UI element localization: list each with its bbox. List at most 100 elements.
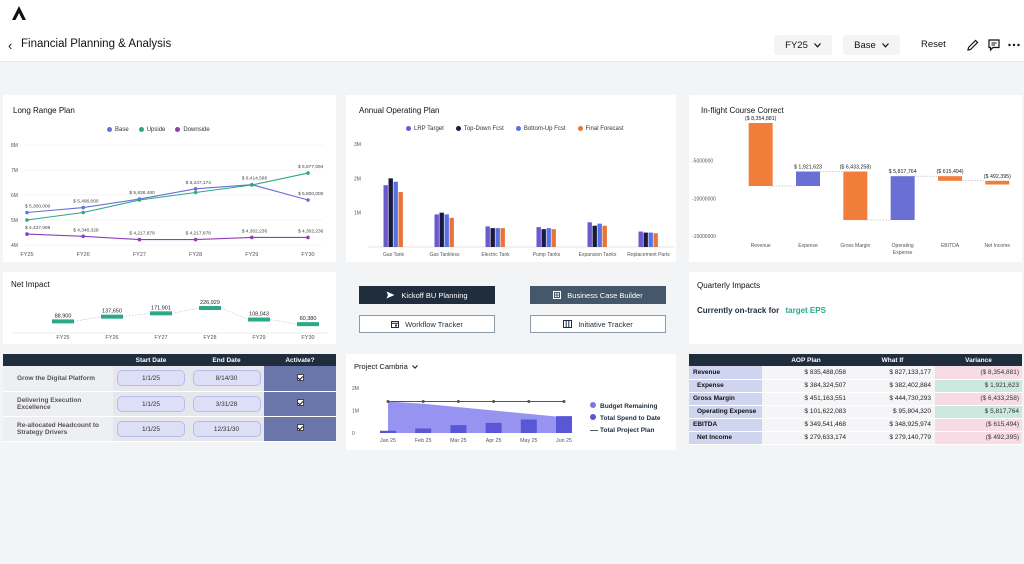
start-date-input[interactable]: 1/1/25 bbox=[117, 370, 185, 387]
table-header-row: AOP Plan What If Variance bbox=[689, 354, 1022, 366]
project-dropdown[interactable]: Project Cambria bbox=[354, 362, 418, 371]
start-date-input[interactable]: 1/1/25 bbox=[117, 420, 185, 437]
x-tick-label: FY30 bbox=[301, 252, 314, 258]
row-label: Net Income bbox=[689, 431, 762, 445]
quarterly-impacts-panel: Quarterly Impacts Currently on-track for… bbox=[689, 272, 1022, 344]
activate-cell bbox=[264, 366, 336, 392]
data-label: $ 6,877,094 bbox=[298, 164, 324, 170]
business-case-builder-button[interactable]: Business Case Builder bbox=[530, 286, 666, 304]
data-point bbox=[81, 205, 85, 210]
end-date-input[interactable]: 8/14/30 bbox=[192, 370, 261, 387]
x-tick-label: Expansion Tanks bbox=[579, 252, 617, 258]
row-label: Operating Expense bbox=[689, 405, 762, 419]
bar bbox=[485, 226, 490, 247]
end-date-input[interactable]: 3/31/28 bbox=[192, 395, 261, 412]
activate-checkbox[interactable] bbox=[296, 399, 304, 406]
data-point bbox=[306, 235, 310, 240]
legend-item-downside: Downside bbox=[175, 127, 210, 133]
scenario-dropdown[interactable]: Base bbox=[843, 35, 900, 55]
data-label: ($ 615,494) bbox=[936, 169, 963, 175]
y-tick-label: 3M bbox=[354, 142, 361, 148]
x-tick-label: Mar 25 bbox=[450, 438, 467, 444]
start-date-input[interactable]: 1/1/25 bbox=[117, 395, 185, 412]
data-point bbox=[386, 400, 390, 403]
top-bar: ‹ Financial Planning & Analysis FY25 Bas… bbox=[0, 0, 1024, 62]
columns-icon bbox=[563, 320, 573, 328]
y-tick-label: 0 bbox=[352, 431, 355, 437]
more-options-icon[interactable] bbox=[1007, 38, 1021, 52]
end-date-input[interactable]: 12/31/30 bbox=[192, 420, 261, 437]
y-tick-label: 2M bbox=[354, 176, 361, 182]
connector-line bbox=[220, 307, 249, 320]
data-label: 108,043 bbox=[249, 312, 269, 318]
waterfall-bar bbox=[843, 171, 868, 221]
net-impact-panel: Net Impact 88,900 FY25 137,650 FY26 171,901 F… bbox=[3, 272, 336, 344]
row-label: Delivering Execution Excellence bbox=[3, 391, 113, 417]
variance-cell: ($ 8,354,881) bbox=[935, 366, 1022, 380]
bar bbox=[653, 233, 658, 247]
data-label: $ 4,437,069 bbox=[25, 225, 51, 231]
y-tick-label: 8M bbox=[11, 143, 18, 149]
data-point bbox=[421, 400, 425, 403]
y-tick-label: -10000000 bbox=[692, 196, 716, 202]
data-label: $ 4,302,236 bbox=[242, 228, 268, 234]
x-tick-label: Gas Tankless bbox=[430, 252, 460, 258]
fiscal-year-value: FY25 bbox=[785, 39, 808, 51]
x-tick-label: FY25 bbox=[56, 335, 69, 341]
waterfall-chart: -5000000 -10000000 -15000000 ($ 8,354,881) R… bbox=[692, 116, 1011, 256]
table-row: Re-allocated Headcount to Strategy Drive… bbox=[3, 416, 336, 442]
net-impact-chart: 88,900 FY25 137,650 FY26 171,901 FY27 226,929 F… bbox=[13, 300, 328, 341]
reset-button[interactable]: Reset bbox=[921, 39, 946, 50]
waterfall-bar bbox=[748, 123, 773, 187]
net-impact-marker bbox=[248, 317, 270, 322]
initiative-tracker-button[interactable]: Initiative Tracker bbox=[530, 315, 666, 333]
x-tick-label: Gas Tank bbox=[383, 252, 405, 258]
data-point bbox=[306, 171, 310, 175]
aop-legend: LRP Target Top-Down Fcst Bottom-Up Fcst … bbox=[406, 126, 624, 132]
what-if-cell: $ 279,140,779 bbox=[850, 431, 935, 445]
data-label: $ 5,817,764 bbox=[889, 169, 917, 175]
comment-icon[interactable] bbox=[987, 38, 1001, 52]
table-row: EBITDA $ 349,541,468 $ 348,925,974 ($ 615,4… bbox=[689, 418, 1022, 432]
kickoff-bu-planning-button[interactable]: Kickoff BU Planning bbox=[359, 286, 495, 304]
activate-checkbox[interactable] bbox=[296, 373, 304, 381]
row-label: EBITDA bbox=[689, 418, 762, 432]
spend-bar bbox=[415, 428, 432, 433]
workflow-tracker-button[interactable]: Workflow Tracker bbox=[359, 315, 495, 333]
fiscal-year-dropdown[interactable]: FY25 bbox=[774, 35, 832, 55]
waterfall-bar bbox=[938, 176, 962, 181]
net-impact-marker bbox=[101, 314, 123, 319]
x-tick-label: Operating bbox=[892, 243, 914, 249]
waterfall-bar bbox=[796, 171, 820, 187]
table-header-blank bbox=[3, 354, 113, 366]
app-logo-icon[interactable] bbox=[10, 4, 28, 22]
bar bbox=[449, 217, 454, 247]
data-point bbox=[25, 218, 29, 222]
connector-line bbox=[122, 313, 151, 317]
x-tick-label: FY27 bbox=[133, 252, 146, 258]
data-label: 60,380 bbox=[300, 316, 317, 322]
data-point bbox=[562, 400, 566, 403]
quarterly-status-highlight: target EPS bbox=[785, 306, 826, 315]
activate-checkbox[interactable] bbox=[296, 424, 304, 431]
aop-plan-cell: $ 835,488,058 bbox=[762, 366, 850, 380]
table-row: Gross Margin $ 451,163,551 $ 444,730,293 ($… bbox=[689, 392, 1022, 406]
series-line-upside bbox=[26, 172, 309, 221]
spend-bar bbox=[380, 430, 396, 433]
spend-bar bbox=[556, 416, 572, 433]
bar bbox=[434, 214, 439, 247]
start-date-cell: 1/1/25 bbox=[113, 391, 189, 417]
back-chevron-icon[interactable]: ‹ bbox=[8, 38, 13, 53]
bar bbox=[541, 229, 546, 247]
budget-remaining-area bbox=[388, 401, 564, 433]
aop-plan-cell: $ 279,633,174 bbox=[762, 431, 850, 445]
inflight-course-correct-panel: In-flight Course Correct -5000000 -100000… bbox=[689, 95, 1022, 262]
aop-plan-cell: $ 384,324,507 bbox=[762, 379, 850, 393]
row-label: Gross Margin bbox=[689, 392, 762, 406]
y-tick-label: -15000000 bbox=[692, 234, 716, 240]
building-icon bbox=[553, 291, 562, 299]
pencil-icon[interactable] bbox=[966, 38, 980, 52]
data-label: $ 6,414,586 bbox=[242, 176, 268, 182]
annual-operating-plan-panel: Annual Operating Plan LRP Target Top-Dow… bbox=[346, 95, 676, 262]
project-budget-chart: 2M 1M 0 Jan 25 Feb 25 Mar 25 Apr 25 May 25 Jun 2… bbox=[352, 386, 572, 444]
